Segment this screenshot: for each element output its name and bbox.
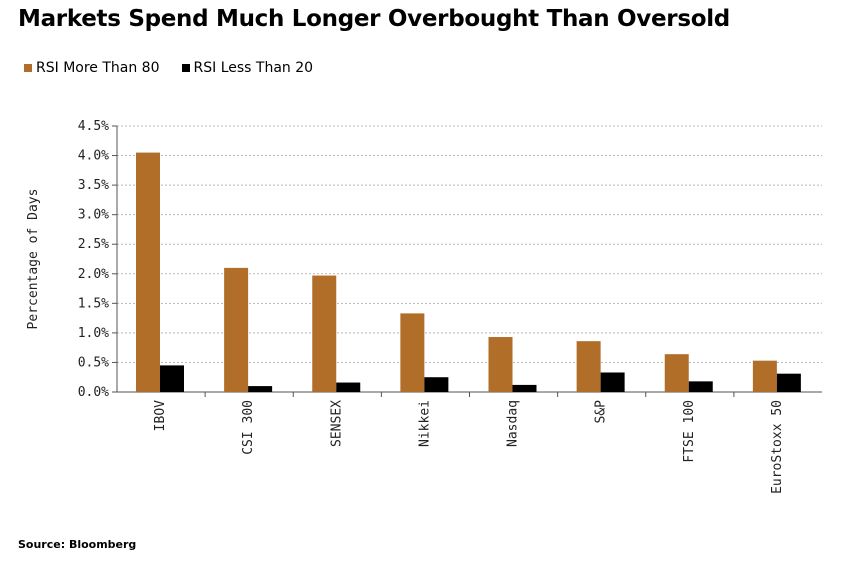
- y-tick-label: 4.0%: [78, 149, 109, 164]
- y-tick-label: 0.5%: [78, 355, 109, 370]
- y-tick-label: 4.5%: [78, 119, 109, 134]
- legend-swatch-rsi-above-80: [24, 64, 32, 72]
- x-tick-label: FTSE 100: [682, 400, 697, 463]
- bar-rsi-above-80: [752, 360, 777, 392]
- legend-swatch-rsi-below-20: [181, 64, 190, 72]
- y-tick-label: 1.0%: [78, 326, 109, 341]
- legend-label-rsi-above-80: RSI More Than 80: [36, 60, 160, 76]
- x-tick-label: IBOV: [153, 400, 168, 431]
- bar-rsi-above-80: [312, 275, 337, 392]
- x-tick-label: EuroStoxx 50: [770, 400, 785, 494]
- bar-rsi-below-20: [160, 365, 184, 392]
- bar-rsi-below-20: [600, 372, 625, 392]
- y-axis-label: Percentage of Days: [26, 189, 41, 330]
- y-tick-label: 3.0%: [78, 208, 109, 223]
- bar-rsi-below-20: [424, 377, 449, 392]
- y-tick-label: 2.5%: [78, 237, 109, 252]
- bar-rsi-below-20: [336, 382, 361, 392]
- bar-rsi-above-80: [488, 337, 513, 392]
- y-tick-label: 0.0%: [78, 385, 109, 400]
- bar-rsi-below-20: [688, 381, 713, 392]
- x-tick-label: CSI 300: [241, 400, 256, 455]
- y-tick-label: 1.5%: [78, 296, 109, 311]
- x-tick-label: Nasdaq: [506, 400, 521, 447]
- x-tick-label: S&P: [594, 400, 609, 424]
- bar-rsi-above-80: [576, 341, 601, 392]
- bar-rsi-below-20: [248, 386, 273, 392]
- x-tick-label: SENSEX: [329, 400, 344, 447]
- legend-item-rsi-above-80: RSI More Than 80: [24, 60, 160, 76]
- bar-rsi-above-80: [400, 313, 425, 392]
- legend-item-rsi-below-20: RSI Less Than 20: [181, 60, 314, 76]
- y-tick-label: 3.5%: [78, 178, 109, 193]
- chart-title: Markets Spend Much Longer Overbought Tha…: [18, 6, 730, 32]
- bar-rsi-above-80: [136, 152, 160, 392]
- bar-rsi-above-80: [664, 354, 689, 392]
- bar-rsi-above-80: [224, 267, 249, 392]
- bar-rsi-below-20: [776, 373, 801, 392]
- y-tick-label: 2.0%: [78, 267, 109, 282]
- source-note: Source: Bloomberg: [18, 538, 137, 551]
- bar-rsi-below-20: [512, 384, 537, 392]
- chart-legend: RSI More Than 80 RSI Less Than 20: [24, 60, 335, 76]
- x-tick-label: Nikkei: [417, 400, 432, 447]
- legend-label-rsi-below-20: RSI Less Than 20: [193, 60, 314, 76]
